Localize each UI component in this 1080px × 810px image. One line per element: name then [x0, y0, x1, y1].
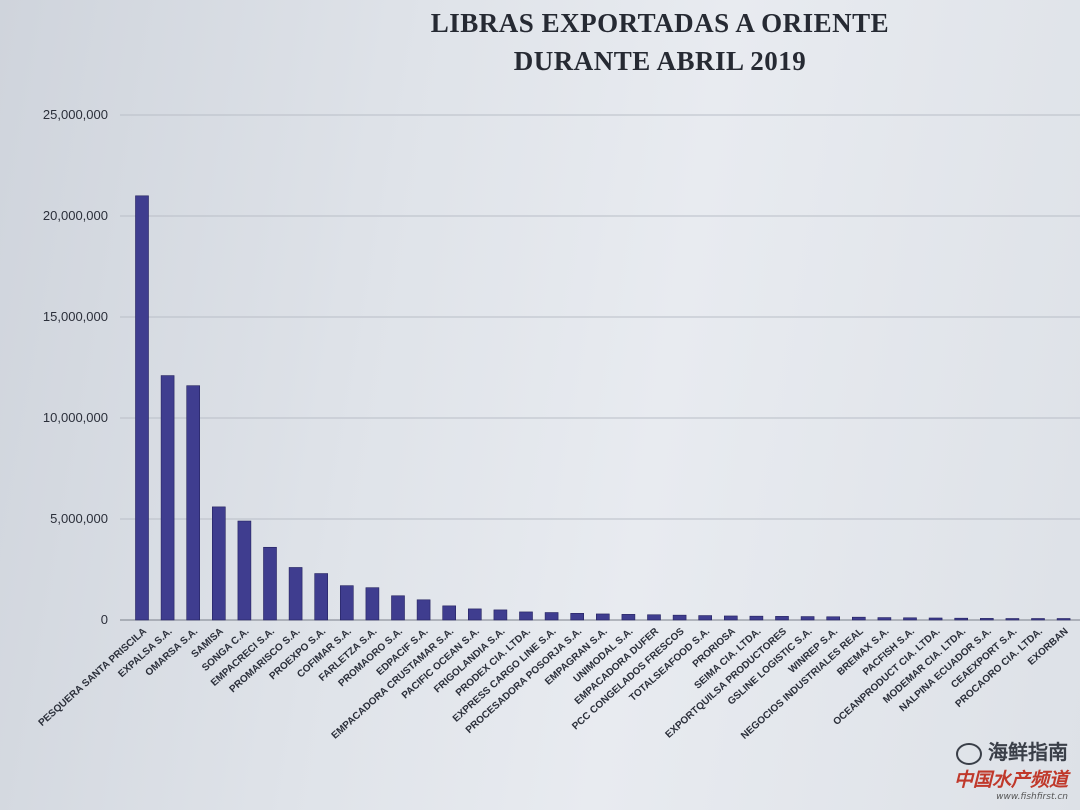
- y-tick-label: 15,000,000: [43, 309, 108, 324]
- bar: [288, 567, 303, 621]
- bar: [749, 615, 764, 621]
- bar: [493, 609, 508, 621]
- y-tick-label: 25,000,000: [43, 107, 108, 122]
- x-tick-label: PESQUERA SANTA PRISCILA: [37, 626, 149, 729]
- bars: [135, 195, 1071, 621]
- y-axis-ticks: 0 5,000,000 10,000,000 15,000,000 20,000,000…: [43, 107, 108, 627]
- bar: [186, 385, 200, 621]
- chart-title-line-2: DURANTE ABRIL 2019: [513, 46, 807, 76]
- bar: [595, 613, 610, 621]
- bar: [928, 617, 943, 621]
- bar: [160, 375, 175, 621]
- bar: [263, 546, 277, 621]
- bar: [1005, 618, 1020, 621]
- bar: [442, 605, 457, 621]
- bar: [877, 617, 892, 621]
- bar: [903, 617, 917, 621]
- watermark-line-3: www.fishfirst.cn: [996, 792, 1068, 802]
- bar: [339, 585, 354, 621]
- bar: [954, 617, 969, 621]
- bar: [851, 616, 866, 621]
- watermark-line-1: 海鲜指南: [988, 740, 1068, 764]
- bar: [826, 616, 841, 621]
- bar: [314, 573, 329, 621]
- bar: [775, 616, 789, 621]
- wechat-icon: [956, 742, 982, 765]
- bar: [416, 599, 431, 621]
- bar: [519, 611, 533, 621]
- bar: [1056, 618, 1071, 621]
- bar: [647, 614, 661, 621]
- bar: [698, 615, 713, 621]
- bar: [237, 520, 252, 621]
- bar: [1031, 618, 1045, 621]
- bar: [135, 195, 149, 621]
- bar: [467, 608, 482, 621]
- bar: [391, 595, 405, 621]
- bar: [621, 614, 636, 621]
- y-tick-label: 10,000,000: [43, 410, 108, 425]
- bar: [723, 615, 738, 621]
- bar: [212, 506, 226, 621]
- bar: [365, 587, 380, 621]
- chart-title: LIBRAS EXPORTADAS A ORIENTE DURANTE ABRI…: [300, 4, 1020, 80]
- bar: [800, 616, 815, 621]
- y-tick-label: 0: [101, 612, 108, 627]
- bar: [570, 613, 585, 621]
- bar: [672, 614, 687, 621]
- grid-lines: [120, 114, 1080, 621]
- watermark-line-2: 中国水产频道: [953, 769, 1068, 791]
- bar: [544, 612, 559, 621]
- bar: [979, 618, 994, 621]
- chart-title-line-1: LIBRAS EXPORTADAS A ORIENTE: [430, 8, 890, 38]
- y-tick-label: 20,000,000: [43, 208, 108, 223]
- y-tick-label: 5,000,000: [50, 511, 108, 526]
- watermark: 海鲜指南 中国水产频道 www.fishfirst.cn: [954, 736, 1068, 802]
